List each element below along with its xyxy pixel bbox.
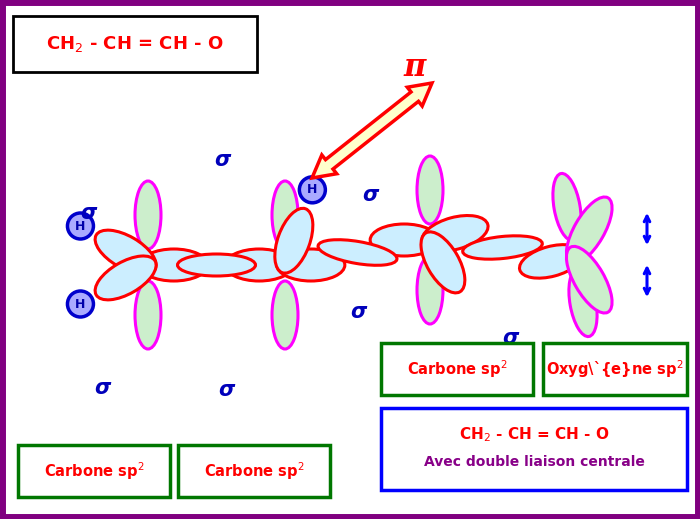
Polygon shape	[312, 83, 432, 178]
FancyBboxPatch shape	[381, 408, 687, 490]
Ellipse shape	[566, 247, 612, 313]
Ellipse shape	[135, 181, 161, 249]
FancyBboxPatch shape	[18, 445, 170, 497]
FancyBboxPatch shape	[381, 343, 533, 395]
Text: H: H	[307, 183, 318, 196]
Text: σ: σ	[502, 328, 518, 348]
FancyBboxPatch shape	[13, 16, 257, 72]
Text: σ: σ	[350, 302, 366, 322]
Ellipse shape	[272, 181, 298, 249]
Ellipse shape	[519, 244, 583, 278]
Circle shape	[67, 291, 94, 317]
Text: Carbone sp$^2$: Carbone sp$^2$	[44, 460, 144, 482]
Ellipse shape	[276, 249, 345, 281]
Ellipse shape	[318, 240, 397, 265]
Text: σ: σ	[214, 150, 230, 170]
Ellipse shape	[417, 256, 443, 324]
Text: σ: σ	[94, 378, 110, 398]
Ellipse shape	[370, 224, 438, 256]
Ellipse shape	[225, 249, 293, 281]
Text: π: π	[404, 52, 426, 84]
Ellipse shape	[421, 232, 465, 293]
Ellipse shape	[463, 236, 542, 259]
Text: CH$_2$ - CH = CH - O: CH$_2$ - CH = CH - O	[46, 34, 224, 54]
Ellipse shape	[272, 281, 298, 349]
Text: H: H	[76, 297, 85, 310]
Text: CH$_2$ - CH = CH - O: CH$_2$ - CH = CH - O	[458, 426, 610, 444]
Text: σ: σ	[80, 203, 96, 223]
Ellipse shape	[135, 281, 161, 349]
Ellipse shape	[553, 173, 581, 241]
Ellipse shape	[566, 197, 612, 264]
Ellipse shape	[417, 156, 443, 224]
Ellipse shape	[178, 254, 256, 276]
Ellipse shape	[569, 269, 597, 336]
Circle shape	[300, 177, 326, 203]
Circle shape	[67, 213, 94, 239]
Ellipse shape	[140, 249, 208, 281]
Text: Carbone sp$^2$: Carbone sp$^2$	[204, 460, 304, 482]
Text: Avec double liaison centrale: Avec double liaison centrale	[424, 455, 645, 469]
Text: Oxyg\`{e}ne sp$^2$: Oxyg\`{e}ne sp$^2$	[546, 358, 684, 380]
Text: H: H	[76, 220, 85, 233]
Text: σ: σ	[362, 185, 378, 205]
FancyBboxPatch shape	[543, 343, 687, 395]
Text: σ: σ	[218, 380, 234, 400]
FancyBboxPatch shape	[178, 445, 330, 497]
Ellipse shape	[275, 208, 313, 273]
Text: Carbone sp$^2$: Carbone sp$^2$	[407, 358, 508, 380]
Ellipse shape	[422, 215, 488, 251]
Ellipse shape	[95, 256, 156, 300]
Ellipse shape	[95, 230, 156, 274]
